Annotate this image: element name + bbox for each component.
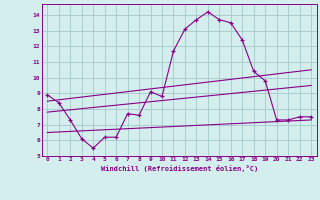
X-axis label: Windchill (Refroidissement éolien,°C): Windchill (Refroidissement éolien,°C) <box>100 165 258 172</box>
